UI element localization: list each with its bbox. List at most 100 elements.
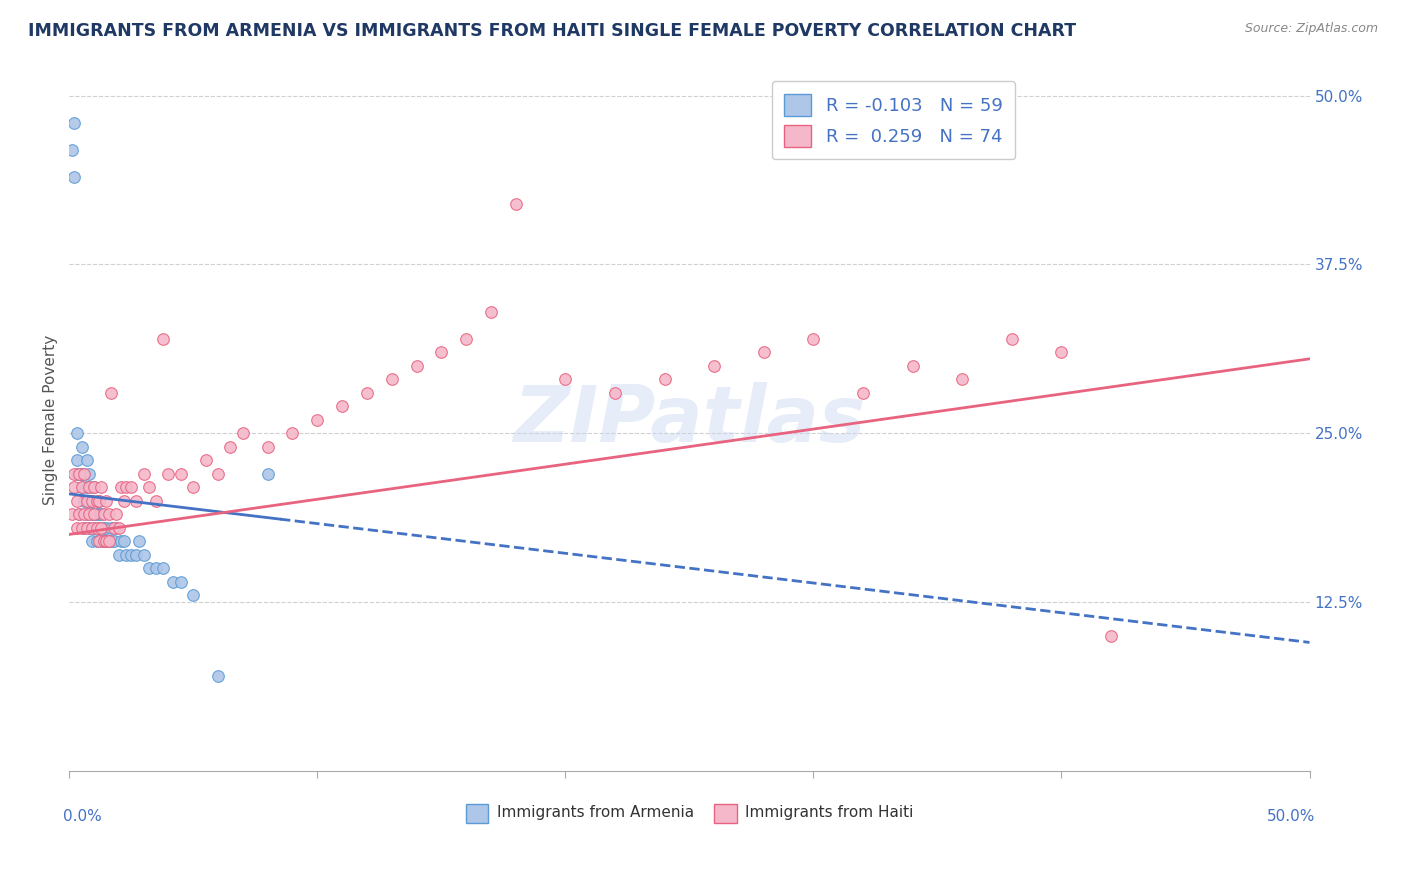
- Point: [93, 534, 115, 549]
- Point: [60, 143, 83, 157]
- Point: [83, 480, 105, 494]
- Point: [145, 493, 167, 508]
- Point: [93, 507, 115, 521]
- Point: [1001, 332, 1024, 346]
- Point: [73, 521, 96, 535]
- Point: [83, 507, 105, 521]
- Point: [67, 467, 90, 481]
- Point: [86, 507, 108, 521]
- Point: [60, 507, 83, 521]
- Point: [330, 399, 353, 413]
- Point: [1099, 629, 1122, 643]
- Point: [170, 574, 193, 589]
- Point: [181, 480, 204, 494]
- Point: [67, 507, 90, 521]
- Point: [232, 426, 254, 441]
- Point: [803, 332, 825, 346]
- Point: [70, 440, 93, 454]
- Point: [356, 385, 378, 400]
- Point: [87, 493, 110, 508]
- Point: [73, 467, 96, 481]
- Point: [1050, 345, 1073, 359]
- Point: [76, 480, 98, 494]
- Point: [80, 493, 103, 508]
- Point: [145, 561, 167, 575]
- Point: [70, 480, 93, 494]
- Point: [97, 534, 120, 549]
- Text: ZIPatlas: ZIPatlas: [513, 382, 866, 458]
- Point: [852, 385, 875, 400]
- Point: [105, 507, 128, 521]
- Point: [73, 507, 96, 521]
- Point: [110, 534, 132, 549]
- Point: [100, 521, 122, 535]
- Point: [90, 507, 112, 521]
- Point: [170, 467, 193, 481]
- Point: [100, 534, 122, 549]
- Point: [405, 359, 427, 373]
- Point: [70, 521, 93, 535]
- Point: [281, 426, 304, 441]
- Point: [76, 493, 98, 508]
- Point: [80, 493, 103, 508]
- Y-axis label: Single Female Poverty: Single Female Poverty: [44, 334, 58, 505]
- Point: [138, 480, 160, 494]
- Point: [430, 345, 453, 359]
- Point: [63, 115, 86, 129]
- Point: [108, 548, 131, 562]
- Point: [554, 372, 576, 386]
- Point: [138, 561, 160, 575]
- Point: [103, 521, 125, 535]
- Point: [70, 467, 93, 481]
- Point: [162, 574, 184, 589]
- Point: [115, 548, 138, 562]
- Point: [194, 453, 217, 467]
- Point: [76, 453, 98, 467]
- Point: [66, 467, 89, 481]
- Point: [115, 480, 138, 494]
- Point: [603, 385, 626, 400]
- Point: [901, 359, 924, 373]
- Point: [703, 359, 725, 373]
- Point: [479, 304, 502, 318]
- FancyBboxPatch shape: [714, 804, 737, 823]
- Text: Source: ZipAtlas.com: Source: ZipAtlas.com: [1244, 22, 1378, 36]
- Point: [86, 493, 108, 508]
- Point: [307, 412, 329, 426]
- Point: [66, 453, 89, 467]
- Point: [181, 588, 204, 602]
- Text: IMMIGRANTS FROM ARMENIA VS IMMIGRANTS FROM HAITI SINGLE FEMALE POVERTY CORRELATI: IMMIGRANTS FROM ARMENIA VS IMMIGRANTS FR…: [28, 22, 1076, 40]
- Point: [93, 534, 115, 549]
- Point: [120, 548, 142, 562]
- Point: [381, 372, 404, 386]
- Point: [256, 467, 278, 481]
- Point: [207, 467, 229, 481]
- Point: [96, 534, 118, 549]
- Point: [132, 548, 155, 562]
- Point: [456, 332, 478, 346]
- Point: [80, 534, 103, 549]
- Point: [96, 521, 118, 535]
- Point: [77, 480, 100, 494]
- Point: [752, 345, 775, 359]
- Point: [256, 440, 278, 454]
- Point: [76, 507, 98, 521]
- Point: [125, 548, 148, 562]
- Point: [157, 467, 180, 481]
- Point: [66, 426, 89, 441]
- Point: [132, 467, 155, 481]
- Point: [152, 561, 174, 575]
- Point: [128, 534, 150, 549]
- Point: [67, 467, 90, 481]
- Point: [87, 534, 110, 549]
- Point: [96, 534, 118, 549]
- Point: [63, 480, 86, 494]
- Point: [77, 507, 100, 521]
- Point: [152, 332, 174, 346]
- Point: [83, 521, 105, 535]
- Point: [83, 507, 105, 521]
- Point: [80, 507, 103, 521]
- Point: [125, 493, 148, 508]
- Point: [77, 480, 100, 494]
- Point: [63, 467, 86, 481]
